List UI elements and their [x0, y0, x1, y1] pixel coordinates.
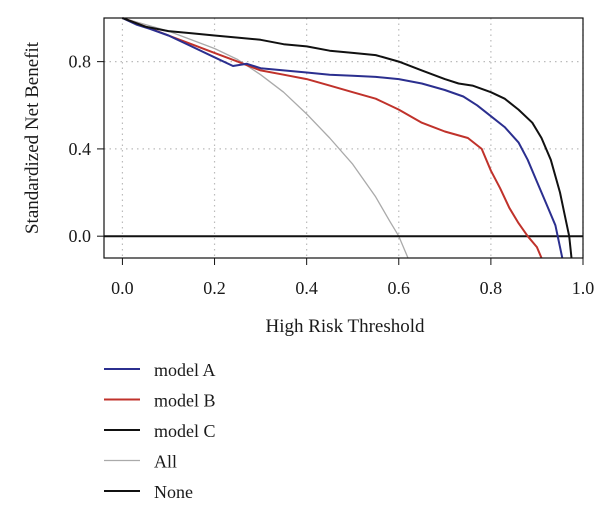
- x-tick-label: 0.2: [203, 278, 226, 298]
- plot-frame: [103, 17, 584, 259]
- x-tick-label: 0.8: [480, 278, 503, 298]
- legend-label-all: All: [154, 452, 177, 472]
- x-tick-label: 0.4: [295, 278, 318, 298]
- x-tick-label: 0.6: [388, 278, 411, 298]
- x-tick-label: 0.0: [111, 278, 134, 298]
- series-line-model-a: [121, 17, 564, 259]
- legend-label-model-b: model B: [154, 391, 216, 411]
- y-tick-label: 0.4: [69, 139, 92, 159]
- y-tick-label: 0.0: [69, 226, 92, 246]
- legend-label-none: None: [154, 482, 193, 502]
- series-line-all: [122, 17, 409, 259]
- legend-label-model-a: model A: [154, 360, 216, 380]
- series-layer: [104, 17, 583, 259]
- series-line-model-c: [122, 17, 573, 259]
- x-axis: 0.0 0.2 0.4 0.6 0.8 1.0: [111, 258, 594, 298]
- x-axis-label: High Risk Threshold: [265, 316, 425, 337]
- series-line-model-b: [122, 17, 543, 259]
- x-tick-label: 1.0: [572, 278, 595, 298]
- legend: model A model B model C All None: [104, 360, 216, 502]
- grid-lines: [104, 18, 584, 258]
- y-axis-label: Standardized Net Benefit: [22, 41, 43, 234]
- legend-label-model-c: model C: [154, 421, 216, 441]
- y-tick-label: 0.8: [69, 52, 92, 72]
- y-axis: 0.0 0.4 0.8: [69, 52, 104, 246]
